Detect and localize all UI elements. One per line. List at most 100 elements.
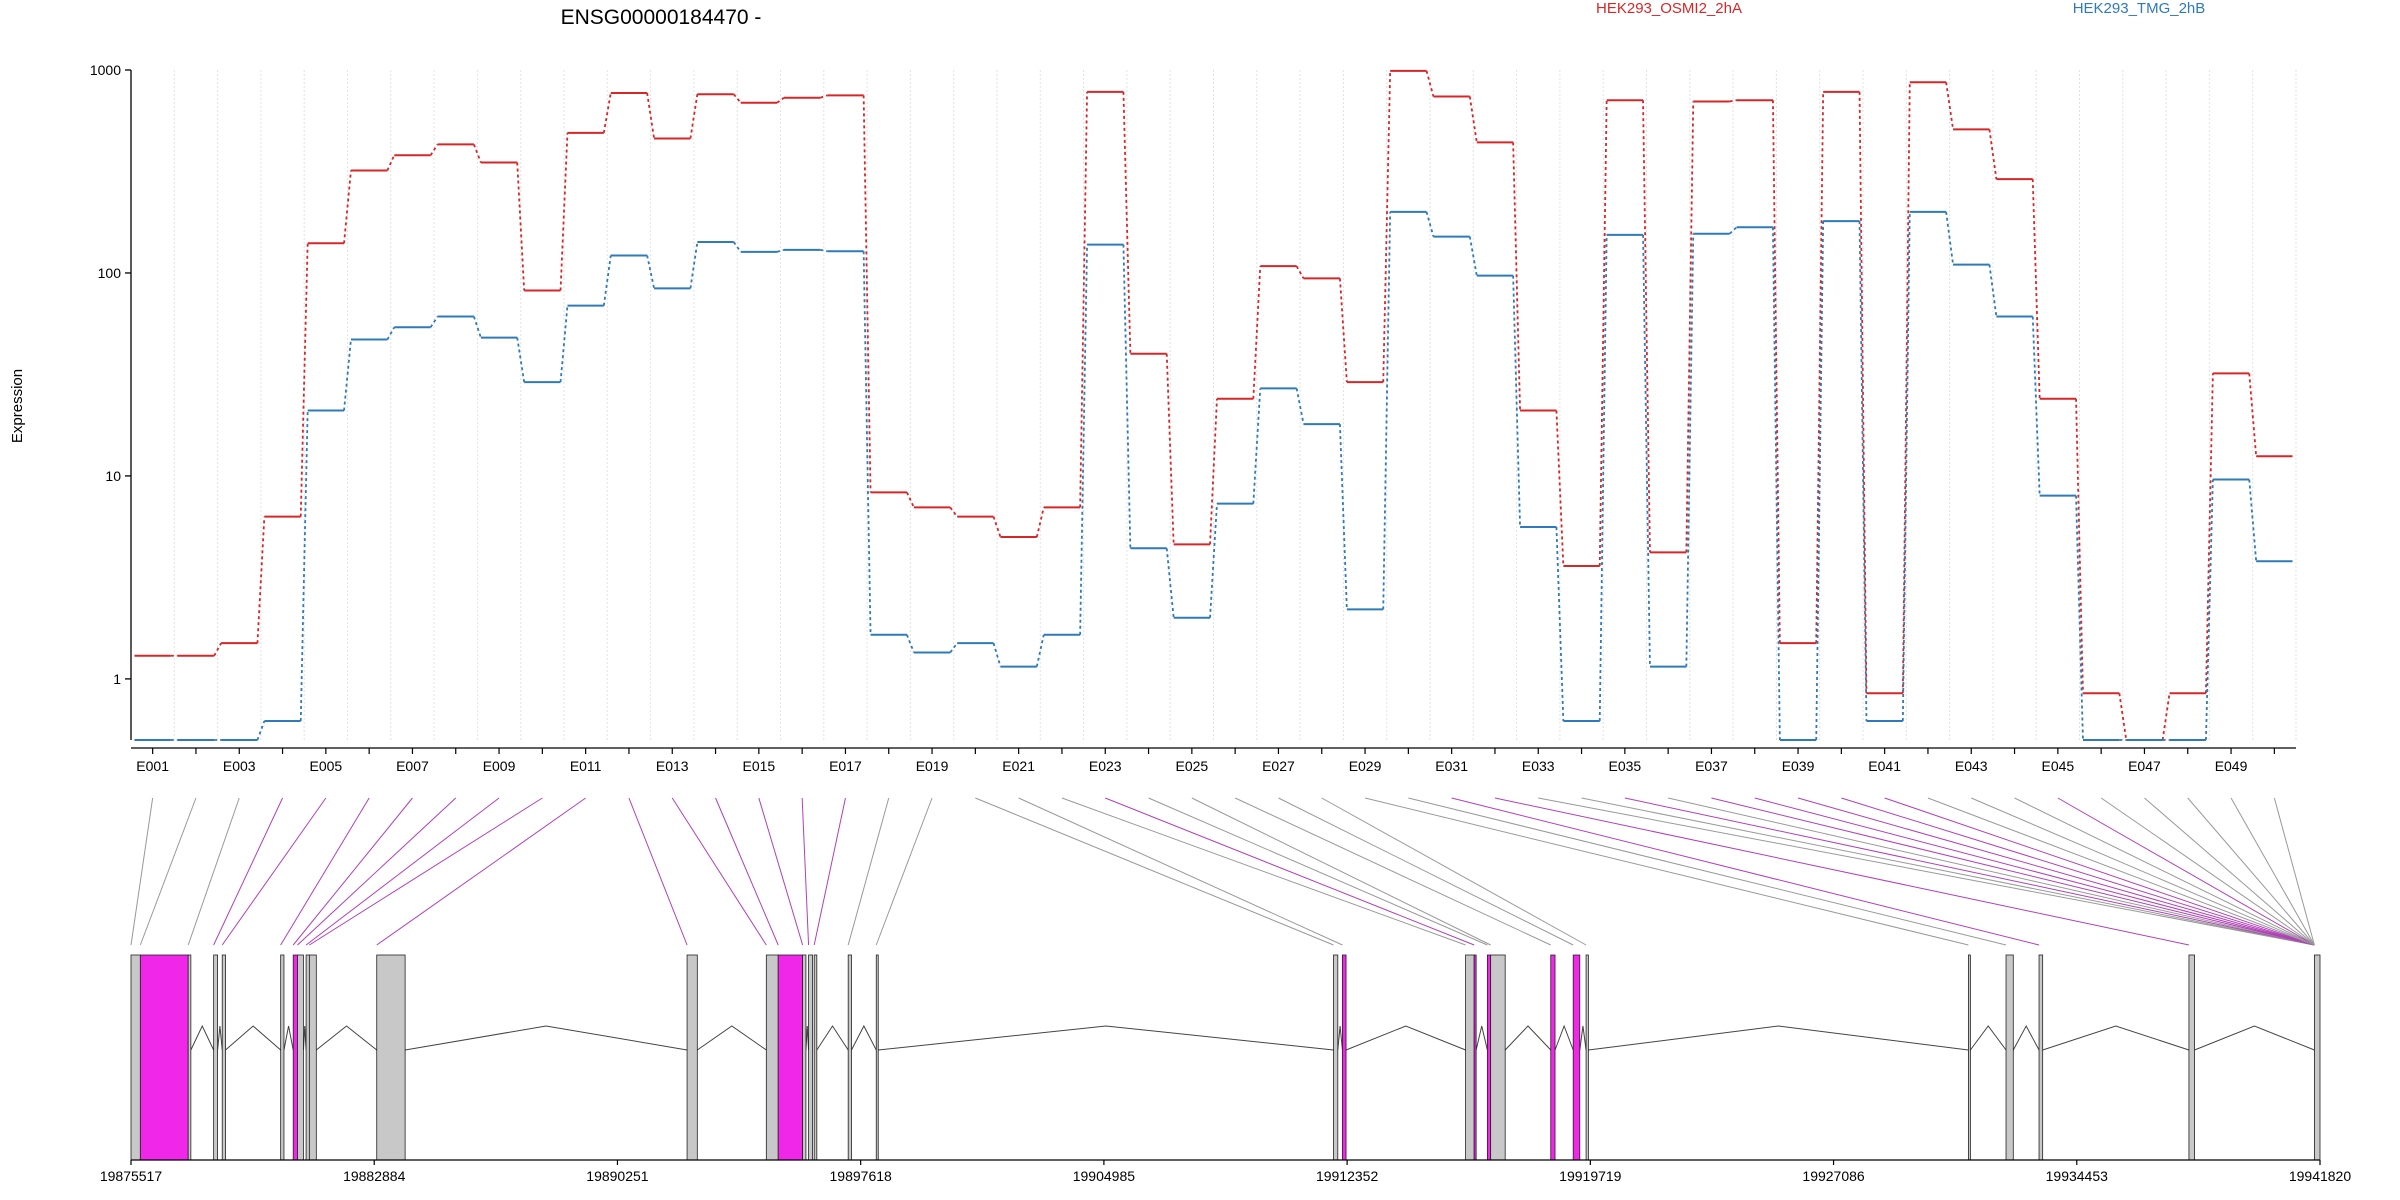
series-transition xyxy=(1382,70,1392,383)
series-transition xyxy=(1555,527,1565,722)
series-layer xyxy=(134,69,2293,741)
genome-tick-label: 19882884 xyxy=(343,1168,406,1184)
exon-block xyxy=(808,954,813,1161)
exon-block-highlighted xyxy=(777,954,804,1161)
exon-tick-label: E039 xyxy=(1782,758,1815,774)
exon-tick-label: E011 xyxy=(570,758,602,774)
series-transition xyxy=(733,241,742,253)
exon-connector xyxy=(1364,797,1969,946)
exon-connector xyxy=(847,797,890,946)
intron xyxy=(878,1025,1334,1051)
series-transition xyxy=(1382,211,1392,610)
exon-connector xyxy=(975,797,1334,946)
exon-connector xyxy=(2057,797,2315,946)
series-transition xyxy=(2205,373,2214,694)
intron xyxy=(851,1024,877,1051)
exon-tick-label: E025 xyxy=(1175,758,1208,774)
exon-block xyxy=(1967,954,1971,1161)
exon-tick-label: E037 xyxy=(1695,758,1728,774)
vertical-grid xyxy=(130,70,2297,740)
series-transition xyxy=(689,241,699,289)
exon-connector xyxy=(1538,797,2315,946)
series-transition xyxy=(733,93,742,104)
exon-connector xyxy=(875,797,933,946)
exon-block xyxy=(875,954,879,1161)
series-transition xyxy=(992,642,1002,667)
exon-block xyxy=(686,954,698,1161)
y-axis-label: Expression xyxy=(9,369,26,443)
exon-block xyxy=(1465,954,1475,1161)
exon-connector xyxy=(1191,797,1491,946)
series-transition xyxy=(2248,373,2258,457)
exon-block xyxy=(765,954,779,1161)
exon-connector xyxy=(2100,797,2315,946)
exon-block xyxy=(305,954,310,1161)
series-transition xyxy=(1468,96,1478,143)
exon-block xyxy=(2188,954,2195,1161)
exon-connector xyxy=(292,797,413,946)
exon-connector xyxy=(2014,797,2315,946)
exon-connector xyxy=(213,797,284,946)
exon-tick-label: E049 xyxy=(2215,758,2248,774)
intron xyxy=(1475,1025,1488,1051)
series-transition xyxy=(1815,221,1825,741)
intron xyxy=(405,1025,688,1051)
exon-tick-label: E031 xyxy=(1435,758,1468,774)
exon-block-highlighted xyxy=(292,954,298,1161)
exon-block xyxy=(213,954,218,1161)
series-transition xyxy=(1988,264,1998,317)
legend-entry-osmi2: HEK293_OSMI2_2hA xyxy=(1596,0,1742,17)
exon-connector xyxy=(376,797,586,946)
exon-connector xyxy=(1624,797,2315,946)
series-transition xyxy=(1339,424,1348,610)
exon-connector xyxy=(1321,797,1587,946)
exon-connector xyxy=(813,797,846,946)
series-transition xyxy=(1295,388,1305,425)
exon-connector xyxy=(1018,797,1343,946)
series-transition xyxy=(1035,507,1045,538)
series-transition xyxy=(343,170,352,244)
series-transition xyxy=(776,97,785,104)
exon-block xyxy=(221,954,226,1161)
exon-tick-label: E009 xyxy=(483,758,516,774)
intron xyxy=(2194,1025,2315,1051)
series-transition xyxy=(1209,503,1218,618)
series-transition xyxy=(906,491,915,508)
exon-block-highlighted xyxy=(139,954,189,1161)
exon-connector xyxy=(628,797,688,946)
exon-block xyxy=(2005,954,2014,1161)
exon-connector xyxy=(1234,797,1551,946)
series-transition xyxy=(516,337,526,383)
intron xyxy=(1554,1024,1574,1051)
series-transition xyxy=(2161,693,2171,741)
series-transition xyxy=(1858,91,1868,694)
genome-tick-label: 19875517 xyxy=(100,1168,163,1184)
exon-block xyxy=(1333,954,1339,1161)
exon-tick-label: E015 xyxy=(742,758,775,774)
exon-block xyxy=(1585,954,1589,1161)
series-transition xyxy=(1555,410,1565,567)
exon-tick-label: E013 xyxy=(656,758,689,774)
series-transition xyxy=(689,94,699,139)
exon-connector xyxy=(1494,797,2190,946)
series-transition xyxy=(2075,398,2084,694)
intron xyxy=(1504,1025,1552,1051)
exon-connector xyxy=(1668,797,2315,946)
series-transition xyxy=(862,95,872,493)
series-transition xyxy=(559,305,569,383)
series-transition xyxy=(1425,211,1435,237)
exon-block xyxy=(1490,954,1506,1161)
intron xyxy=(225,1025,281,1051)
series-transition xyxy=(1079,244,1088,635)
series-transition xyxy=(602,92,612,134)
series-transition xyxy=(1685,233,1695,667)
y-tick-label: 10 xyxy=(105,468,121,484)
series-transition xyxy=(1988,129,1998,180)
series-transition xyxy=(429,316,439,328)
exon-block xyxy=(376,954,406,1161)
intron xyxy=(1588,1025,1969,1051)
intron xyxy=(190,1024,215,1051)
exon-block-highlighted xyxy=(1486,954,1492,1161)
series-transition xyxy=(949,506,958,518)
